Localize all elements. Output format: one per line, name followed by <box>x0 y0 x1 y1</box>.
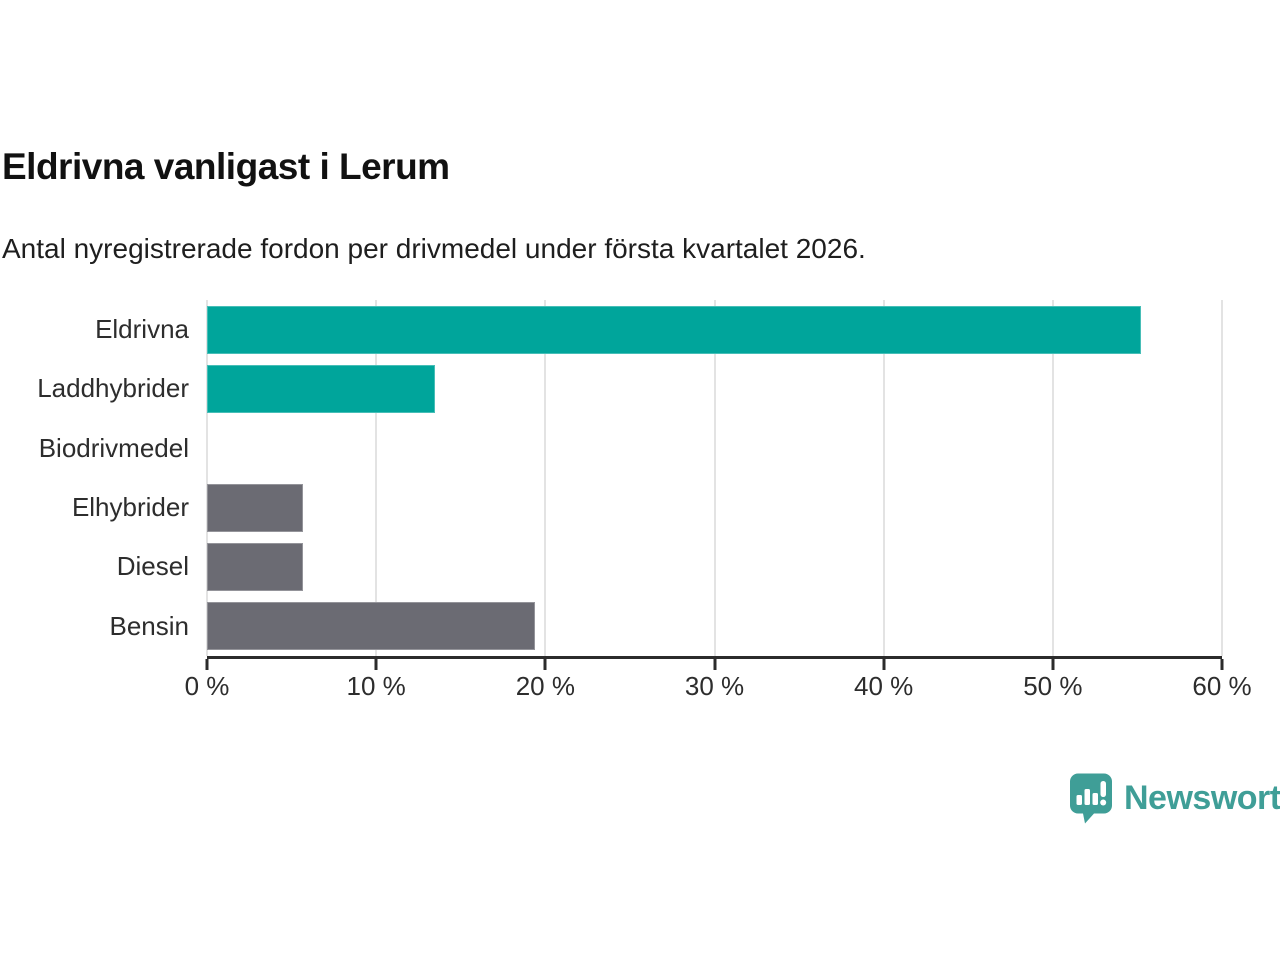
tick-label-0: 0 % <box>184 671 230 701</box>
tick-mark-40 <box>882 659 886 670</box>
tick-mark-10 <box>374 659 378 670</box>
gridline-30 <box>713 300 716 656</box>
gridline-40 <box>882 300 885 656</box>
x-axis-line <box>207 656 1222 659</box>
category-label-laddhybrider: Laddhybrider <box>37 373 189 404</box>
bar-row-diesel <box>207 537 1222 596</box>
category-label-bensin: Bensin <box>109 610 190 641</box>
bar-diesel <box>207 542 304 591</box>
tick-mark-0 <box>205 659 209 670</box>
tick-mark-20 <box>543 659 547 670</box>
category-label-diesel: Diesel <box>116 551 189 582</box>
tick-label-20: 20 % <box>515 671 575 701</box>
tick-label-10: 10 % <box>346 671 406 701</box>
bar-laddhybrider <box>207 364 436 413</box>
gridline-20 <box>544 300 547 656</box>
bar-eldrivna <box>207 305 1141 354</box>
chart-title: Eldrivna vanligast i Lerum <box>2 146 450 187</box>
gridline-0 <box>206 300 208 656</box>
tick-label-60: 60 % <box>1192 671 1252 701</box>
bar-row-laddhybrider <box>207 359 1222 418</box>
tick-mark-60 <box>1220 659 1224 670</box>
category-label-biodrivmedel: Biodrivmedel <box>38 432 189 463</box>
newsworthy-logo-icon <box>1070 773 1112 824</box>
bar-series <box>207 300 1222 656</box>
gridline-50 <box>1051 300 1054 656</box>
newsworthy-wordmark: Newsworthy <box>1124 778 1280 817</box>
gridline-60 <box>1221 300 1223 656</box>
category-axis: Eldrivna Laddhybrider Biodrivmedel Elhybrid… <box>0 300 189 656</box>
category-label-elhybrider: Elhybrider <box>71 492 189 523</box>
bar-bensin <box>207 602 536 651</box>
category-label-eldrivna: Eldrivna <box>95 314 189 345</box>
tick-mark-30 <box>713 659 716 670</box>
newsworthy-brand: Newsworthy <box>1068 772 1280 824</box>
chart-subtitle: Antal nyregistrerade fordon per drivmede… <box>2 233 866 264</box>
tick-label-50: 50 % <box>1023 671 1083 701</box>
tick-label-30: 30 % <box>684 671 745 701</box>
gridline-10 <box>375 300 378 656</box>
tick-mark-50 <box>1051 659 1055 670</box>
bar-row-bensin <box>207 597 1222 656</box>
plot-area <box>206 300 1223 656</box>
bar-row-elhybrider <box>207 478 1222 537</box>
bar-row-eldrivna <box>207 300 1222 359</box>
bar-row-biodrivmedel <box>207 419 1222 478</box>
bar-elhybrider <box>207 483 304 532</box>
tick-label-40: 40 % <box>854 671 914 701</box>
